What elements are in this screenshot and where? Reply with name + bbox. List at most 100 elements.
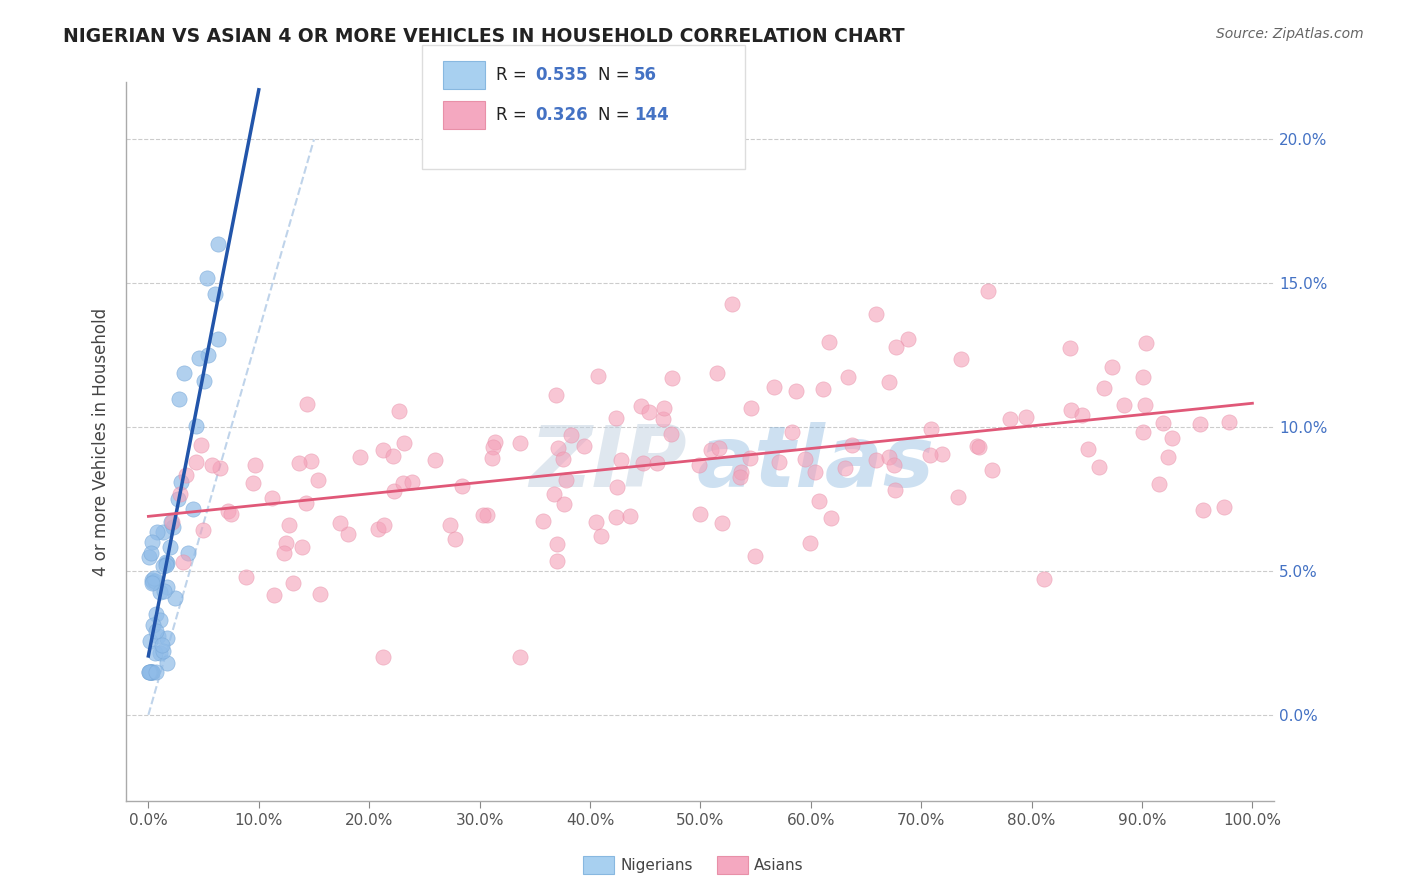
Point <box>865 452 887 467</box>
Point <box>138 665 160 679</box>
Text: R =: R = <box>496 106 533 124</box>
Point <box>145 624 167 639</box>
Point <box>160 516 183 530</box>
Point <box>744 549 766 563</box>
Text: 144: 144 <box>634 106 669 124</box>
Point <box>1156 450 1178 465</box>
Point <box>1087 460 1109 475</box>
Point <box>589 529 612 543</box>
Text: atlas: atlas <box>696 422 934 505</box>
Point <box>799 536 821 550</box>
Text: ZIP: ZIP <box>530 422 688 505</box>
Point <box>167 491 190 506</box>
Point <box>884 340 907 354</box>
Point <box>768 455 790 469</box>
Point <box>631 456 654 470</box>
Point <box>141 665 163 679</box>
Point <box>162 520 184 534</box>
Point <box>949 352 972 367</box>
Point <box>138 665 160 679</box>
Point <box>373 443 395 458</box>
Point <box>177 546 200 560</box>
Point <box>160 516 183 530</box>
Point <box>477 508 499 522</box>
Point <box>879 450 901 465</box>
Point <box>794 452 817 467</box>
Text: Asians: Asians <box>754 858 803 872</box>
Point <box>509 435 531 450</box>
Point <box>544 388 567 402</box>
Point <box>235 570 257 584</box>
Point <box>451 479 474 493</box>
Point <box>920 422 942 436</box>
Point <box>659 427 682 442</box>
Point <box>877 376 900 390</box>
Point <box>277 517 299 532</box>
Point <box>883 458 905 472</box>
Point <box>152 525 174 540</box>
Point <box>152 644 174 658</box>
Text: R =: R = <box>496 66 533 84</box>
Point <box>299 453 322 467</box>
Point <box>1015 410 1038 425</box>
Point <box>141 665 163 679</box>
Point <box>948 491 970 505</box>
Point <box>329 516 352 531</box>
Point <box>1032 572 1054 586</box>
Point <box>818 335 841 350</box>
Point <box>897 332 920 346</box>
Point <box>807 494 830 508</box>
Point <box>288 456 311 470</box>
Point <box>143 571 166 585</box>
Point <box>367 522 389 536</box>
Point <box>142 618 165 632</box>
Point <box>207 236 229 251</box>
Point <box>785 384 807 398</box>
Point <box>1132 425 1154 440</box>
Point <box>531 514 554 528</box>
Point <box>201 458 224 472</box>
Point <box>141 573 163 587</box>
Point <box>141 534 163 549</box>
Point <box>586 369 609 384</box>
Point <box>1135 398 1157 412</box>
Point <box>297 397 319 411</box>
Point <box>652 412 675 426</box>
Point <box>243 458 266 473</box>
Point <box>647 456 669 470</box>
Point <box>146 629 169 643</box>
Point <box>142 575 165 590</box>
Point <box>176 468 198 483</box>
Point <box>509 650 531 665</box>
Point <box>273 546 295 560</box>
Point <box>610 453 633 467</box>
Point <box>1188 417 1211 432</box>
Point <box>482 441 505 455</box>
Point <box>1077 442 1099 457</box>
Point <box>184 419 207 434</box>
Point <box>711 516 734 530</box>
Point <box>472 508 495 522</box>
Point <box>444 532 467 546</box>
Text: Source: ZipAtlas.com: Source: ZipAtlas.com <box>1216 27 1364 41</box>
Point <box>388 403 411 417</box>
Point <box>143 574 166 588</box>
Point <box>553 497 575 511</box>
Point <box>1132 370 1154 384</box>
Point <box>762 380 785 394</box>
Point <box>1147 477 1170 491</box>
Point <box>481 451 503 466</box>
Point <box>554 473 576 487</box>
Point <box>309 587 332 601</box>
Point <box>141 576 163 591</box>
Point <box>721 296 744 310</box>
Point <box>208 461 231 475</box>
Point <box>834 461 856 475</box>
Point <box>181 502 204 516</box>
Point <box>155 555 177 569</box>
Point <box>153 583 176 598</box>
Point <box>163 591 186 605</box>
Point <box>484 435 506 450</box>
Point <box>605 510 627 524</box>
Point <box>730 465 752 479</box>
